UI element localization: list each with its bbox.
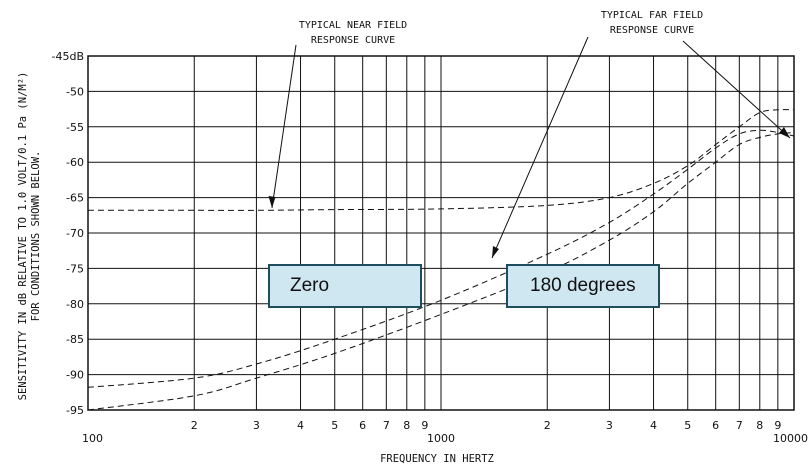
far-field-leader-line-2 (682, 40, 791, 139)
near-field-leader-line (271, 44, 297, 209)
condition-label-180-degrees: 180 degrees (530, 275, 636, 296)
y-tick-label: -90 (66, 369, 84, 382)
y-tick-label: -80 (66, 298, 84, 311)
near-field-arrowhead (268, 196, 276, 208)
response-curves (87, 109, 795, 411)
x-tick-label: 9 (421, 419, 428, 432)
x-tick-label: 1000 (427, 432, 455, 445)
y-tick-label: -70 (66, 227, 84, 240)
condition-box-180-degrees: 180 degrees (506, 264, 660, 308)
x-tick-label: 2 (191, 419, 198, 432)
x-tick-label: 5 (684, 419, 691, 432)
x-tick-label: 5 (331, 419, 338, 432)
x-tick-label: 6 (712, 419, 719, 432)
x-tick-label: 6 (359, 419, 366, 432)
y-axis-title-line-2: FOR CONDITIONS SHOWN BELOW. (30, 151, 42, 322)
x-tick-label: 2 (544, 419, 551, 432)
y-tick-label: -95 (66, 404, 84, 417)
far-field-annotation: TYPICAL FAR FIELD RESPONSE CURVE (491, 10, 791, 259)
plot-frame (87, 55, 795, 411)
x-tick-label: 7 (736, 419, 743, 432)
y-tick-label: -85 (66, 333, 84, 346)
y-tick-label: -45dB (52, 50, 85, 63)
x-tick-label: 8 (756, 419, 763, 432)
response-curve-3 (87, 132, 795, 411)
x-tick-label: 7 (383, 419, 390, 432)
x-tick-label: 100 (82, 432, 103, 445)
y-tick-labels: -45dB -50 -55 -60 -65 -70 -75 -80 -85 -90 -95 (52, 50, 85, 417)
response-curve-2 (87, 129, 795, 388)
near-field-annotation-line-2: RESPONSE CURVE (311, 35, 395, 46)
near-field-annotation-line-1: TYPICAL NEAR FIELD (299, 20, 407, 31)
x-tick-label: 4 (650, 419, 657, 432)
far-field-arrowhead-2 (779, 127, 790, 138)
x-tick-label: 10000 (773, 432, 808, 445)
x-tick-label: 8 (403, 419, 410, 432)
response-curve-1 (87, 109, 795, 211)
condition-label-zero: Zero (290, 275, 330, 296)
x-axis-title: FREQUENCY IN HERTZ (380, 453, 494, 465)
far-field-arrowhead-1 (492, 246, 499, 258)
y-tick-label: -75 (66, 262, 84, 275)
y-tick-label: -55 (66, 121, 84, 134)
far-field-annotation-line-1: TYPICAL FAR FIELD (601, 10, 703, 21)
x-tick-label: 3 (606, 419, 613, 432)
x-tick-label: 3 (253, 419, 260, 432)
x-tick-label: 4 (297, 419, 304, 432)
x-tick-label: 9 (774, 419, 781, 432)
y-axis-title-line-1: SENSITIVITY IN dB RELATIVE TO 1.0 VOLT/0… (17, 72, 29, 401)
y-tick-label: -60 (66, 156, 84, 169)
chart-grid (87, 55, 795, 411)
y-tick-label: -65 (66, 192, 84, 205)
condition-box-zero: Zero (268, 264, 422, 308)
far-field-annotation-line-2: RESPONSE CURVE (610, 25, 694, 36)
near-field-annotation: TYPICAL NEAR FIELD RESPONSE CURVE (268, 20, 407, 209)
far-field-leader-line-1 (491, 36, 589, 259)
y-tick-label: -50 (66, 85, 84, 98)
